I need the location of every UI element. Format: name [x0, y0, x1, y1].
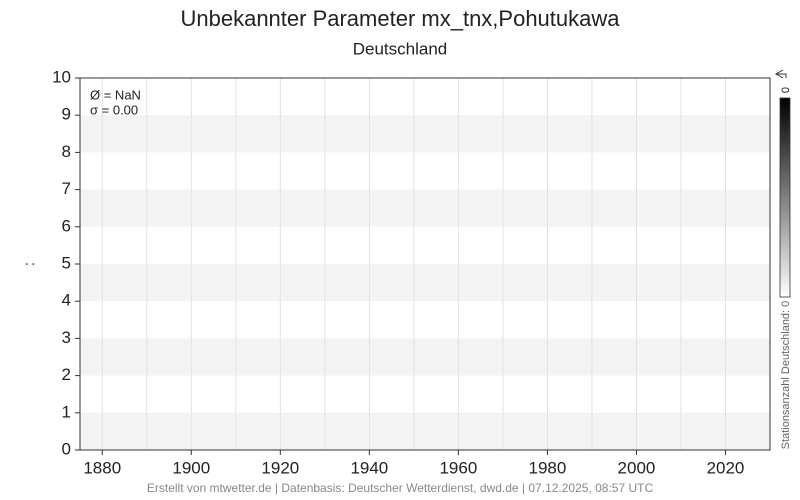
- y-tick-label: 10: [52, 67, 71, 86]
- y-tick-label: 2: [62, 365, 71, 384]
- x-tick-label: 2020: [707, 458, 745, 477]
- y-tick-label: 1: [62, 402, 71, 421]
- y-tick-label: 7: [62, 179, 71, 198]
- y-tick-label: 3: [62, 328, 71, 347]
- x-tick-label: 1900: [172, 458, 210, 477]
- grid-band: [80, 264, 770, 302]
- y-tick-label: 8: [62, 142, 71, 161]
- footer: Erstellt von mtwetter.de | Datenbasis: D…: [147, 481, 654, 495]
- x-tick-label: 1880: [83, 458, 121, 477]
- y-axis-label: :: [21, 262, 38, 266]
- y-tick-label: 4: [62, 291, 71, 310]
- y-tick-label: 0: [62, 439, 71, 458]
- grid-band: [80, 412, 770, 450]
- annotation: σ = 0.00: [90, 102, 138, 117]
- x-tick-label: 1960: [439, 458, 477, 477]
- chart-subtitle: Deutschland: [353, 39, 448, 58]
- grid-band: [80, 189, 770, 227]
- x-tick-label: 2000: [618, 458, 656, 477]
- grid-band: [80, 115, 770, 153]
- colorbar-tick-label: 0: [780, 87, 792, 93]
- back-icon[interactable]: [774, 69, 787, 79]
- x-tick-label: 1920: [261, 458, 299, 477]
- y-tick-label: 9: [62, 105, 71, 124]
- grid-band: [80, 338, 770, 376]
- x-tick-label: 1980: [529, 458, 567, 477]
- y-tick-label: 5: [62, 253, 71, 272]
- annotation: Ø = NaN: [90, 87, 141, 102]
- y-tick-label: 6: [62, 216, 71, 235]
- colorbar: [779, 97, 791, 298]
- colorbar-label: Stationsanzahl Deutschland: 0: [780, 301, 792, 450]
- chart-title: Unbekannter Parameter mx_tnx,Pohutukawa: [180, 6, 620, 31]
- x-tick-label: 1940: [350, 458, 388, 477]
